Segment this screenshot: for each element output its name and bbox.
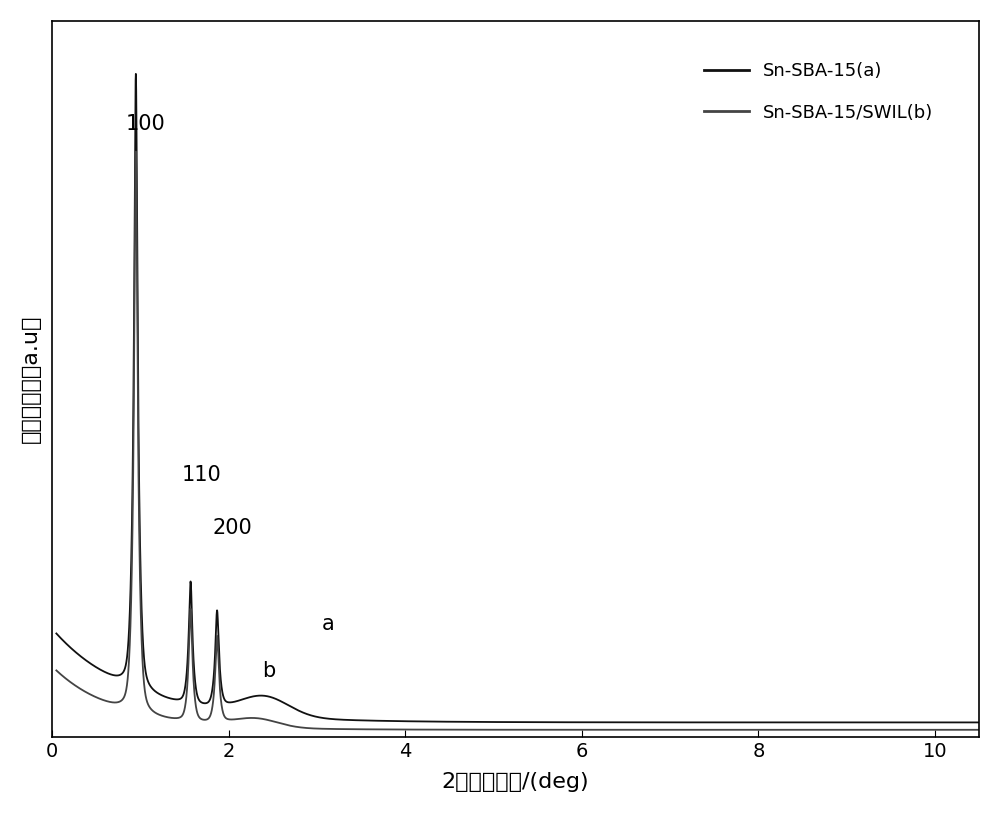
- Text: 110: 110: [182, 465, 222, 485]
- Text: 100: 100: [125, 114, 165, 133]
- Sn-SBA-15(a): [735, 718, 747, 728]
- Line: Sn-SBA-15(a): Sn-SBA-15(a): [56, 74, 979, 723]
- Legend: Sn-SBA-15(a), Sn-SBA-15/SWIL(b): Sn-SBA-15(a), Sn-SBA-15/SWIL(b): [686, 44, 952, 140]
- Sn-SBA-15/SWIL(b): [596, 725, 608, 735]
- Text: b: b: [262, 661, 275, 680]
- Sn-SBA-15(a): [50, 628, 62, 638]
- Sn-SBA-15/SWIL(b): [735, 725, 747, 735]
- Sn-SBA-15/SWIL(b): [784, 725, 796, 735]
- Sn-SBA-15/SWIL(b): [385, 724, 397, 734]
- Sn-SBA-15(a): [97, 666, 109, 676]
- Sn-SBA-15/SWIL(b): [973, 725, 985, 735]
- Sn-SBA-15(a): [130, 69, 142, 79]
- Sn-SBA-15(a): [637, 718, 649, 728]
- Text: 200: 200: [213, 518, 252, 538]
- X-axis label: 2倍衍射角度/(deg): 2倍衍射角度/(deg): [442, 772, 589, 792]
- Sn-SBA-15/SWIL(b): [97, 695, 109, 705]
- Sn-SBA-15(a): [596, 717, 608, 727]
- Sn-SBA-15/SWIL(b): [637, 725, 649, 735]
- Sn-SBA-15(a): [385, 716, 397, 726]
- Sn-SBA-15/SWIL(b): [50, 666, 62, 676]
- Sn-SBA-15(a): [784, 718, 796, 728]
- Y-axis label: 衍射峰强度（a.u）: 衍射峰强度（a.u）: [21, 315, 41, 443]
- Text: a: a: [321, 615, 334, 634]
- Sn-SBA-15(a): [973, 718, 985, 728]
- Line: Sn-SBA-15/SWIL(b): Sn-SBA-15/SWIL(b): [56, 151, 979, 730]
- Sn-SBA-15/SWIL(b): [130, 146, 142, 156]
